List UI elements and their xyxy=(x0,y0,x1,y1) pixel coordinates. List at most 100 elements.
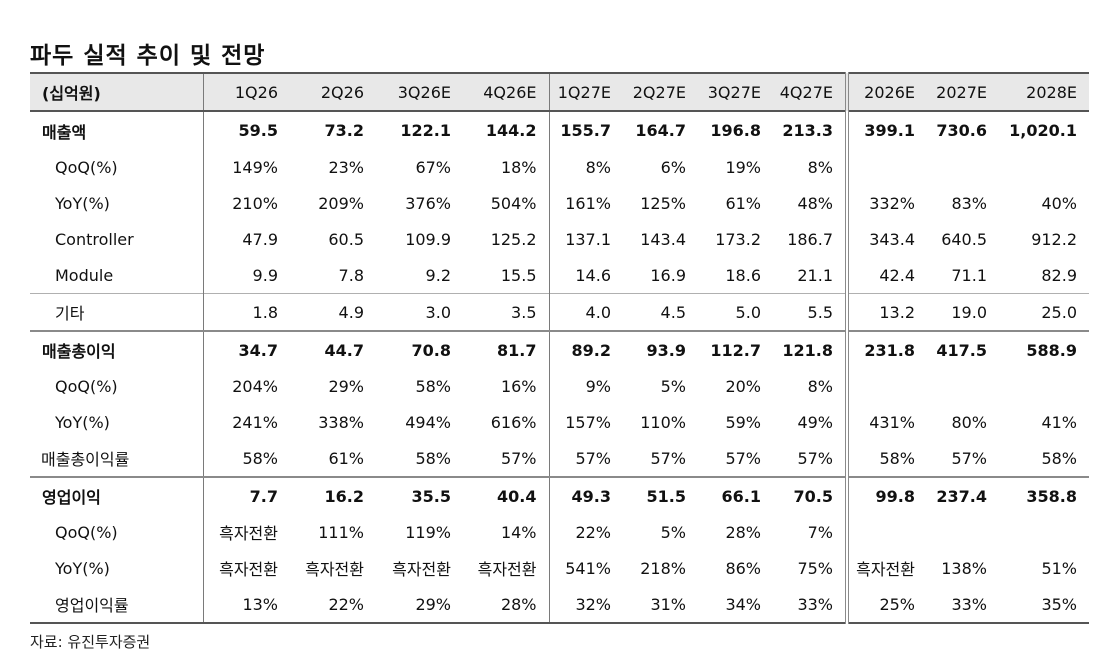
table-row: QoQ(%) 149% 23% 67% 18% 8% 6% 19% 8% xyxy=(30,149,1089,185)
table-cell: 7.8 xyxy=(338,265,364,285)
table-cell: 210% xyxy=(232,193,278,213)
table-cell: 5% xyxy=(660,522,686,542)
table-cell: 431% xyxy=(869,412,915,432)
table-cell: 4.0 xyxy=(549,293,623,331)
table-cell: 67% xyxy=(415,157,451,177)
table-cell: 209% xyxy=(318,193,364,213)
table-cell: 42.4 xyxy=(879,265,915,285)
table-cell: 7.7 xyxy=(203,476,290,514)
table-cell: 399.1 xyxy=(864,121,915,140)
table-cell: 912.2 xyxy=(1031,229,1077,249)
table-cell: 34.7 xyxy=(203,330,290,368)
table-cell: 588.9 xyxy=(999,330,1089,368)
table-cell: 48% xyxy=(773,185,849,221)
table-cell: 흑자전환 xyxy=(392,560,451,579)
table-cell: 47.9 xyxy=(242,229,278,249)
table-cell: 57% xyxy=(463,440,550,477)
table-cell: 417.5 xyxy=(927,330,999,368)
table-row: Module 9.9 7.8 9.2 15.5 14.6 16.9 18.6 21.1 42.4 7… xyxy=(30,257,1089,294)
table-cell: 13.2 xyxy=(847,293,927,331)
column-header: 2026E xyxy=(847,72,927,112)
table-cell: 흑자전환 xyxy=(856,560,915,579)
table-cell: 49% xyxy=(773,404,849,440)
table-cell: 18.6 xyxy=(725,265,761,285)
table-cell: 57% xyxy=(650,448,686,468)
table-cell xyxy=(927,514,999,550)
table-cell: 58% xyxy=(879,448,915,468)
table-cell: 40.4 xyxy=(463,476,550,514)
table-cell: 49.3 xyxy=(549,476,623,514)
row-label: 매출총이익률 xyxy=(30,440,204,477)
row-label: Module xyxy=(30,257,204,294)
table-cell: 57% xyxy=(773,440,849,477)
table-cell: 3.0 xyxy=(376,293,463,331)
table-cell: 6% xyxy=(660,157,686,177)
table-cell: 57% xyxy=(575,448,611,468)
table-cell: 173.2 xyxy=(715,229,761,249)
table-cell: 71.1 xyxy=(951,265,987,285)
table-cell: 7% xyxy=(773,514,849,550)
table-cell: 338% xyxy=(318,412,364,432)
column-header: 2027E xyxy=(927,72,999,112)
financial-table: (십억원) 1Q26 2Q26 3Q26E 4Q26E 1Q27E 2Q27E … xyxy=(30,72,1089,624)
table-cell: 494% xyxy=(405,412,451,432)
table-cell: 137.1 xyxy=(565,229,611,249)
column-header: 4Q26E xyxy=(463,72,550,112)
table-cell: 149% xyxy=(232,157,278,177)
table-cell xyxy=(927,368,999,404)
table-cell: 144.2 xyxy=(463,111,550,149)
table-cell: 376% xyxy=(405,193,451,213)
table-cell: 35% xyxy=(999,586,1089,624)
table-cell: 231.8 xyxy=(847,330,927,368)
table-cell: 58% xyxy=(415,448,451,468)
table-cell: 4.9 xyxy=(290,293,376,331)
table-cell: 218% xyxy=(640,558,686,578)
table-cell: 59% xyxy=(725,412,761,432)
table-cell: 33% xyxy=(773,586,849,624)
table-cell: 186.7 xyxy=(773,221,849,257)
table-cell: 33% xyxy=(927,586,999,624)
row-label: 영업이익률 xyxy=(30,586,204,624)
table-cell: 흑자전환 xyxy=(219,560,278,579)
unit-label: (십억원) xyxy=(30,72,204,112)
table-cell: 14% xyxy=(463,514,550,550)
table-cell: 22% xyxy=(290,586,376,624)
table-cell: 109.9 xyxy=(405,229,451,249)
table-cell: 58% xyxy=(242,448,278,468)
table-cell: 59.5 xyxy=(238,121,278,140)
table-cell: 93.9 xyxy=(623,330,698,368)
table-cell: 122.1 xyxy=(400,121,451,140)
table-cell xyxy=(999,368,1089,404)
table-cell: 80% xyxy=(951,412,987,432)
table-cell: 18% xyxy=(463,149,550,185)
row-label: 영업이익 xyxy=(30,476,204,514)
table-cell: 138% xyxy=(941,558,987,578)
table-cell: 82.9 xyxy=(1041,265,1077,285)
table-cell: 28% xyxy=(463,586,550,624)
table-cell: 60.5 xyxy=(328,229,364,249)
table-cell: 16% xyxy=(463,368,550,404)
row-label: YoY(%) xyxy=(30,404,204,440)
table-cell: 20% xyxy=(725,376,761,396)
table-cell: 4.5 xyxy=(623,293,698,331)
row-label: YoY(%) xyxy=(30,550,204,586)
table-row: 매출총이익 34.7 44.7 70.8 81.7 89.2 93.9 112.7 121.8 2… xyxy=(30,330,1089,368)
table-row: YoY(%) 241% 338% 494% 616% 157% 110% 59% 49% 431%… xyxy=(30,404,1089,440)
table-cell: 57% xyxy=(725,448,761,468)
table-cell: 1.8 xyxy=(203,293,290,331)
table-cell: 58% xyxy=(415,376,451,396)
table-cell: 161% xyxy=(565,193,611,213)
table-cell xyxy=(999,149,1089,185)
header-row: (십억원) 1Q26 2Q26 3Q26E 4Q26E 1Q27E 2Q27E … xyxy=(30,72,1089,112)
table-cell: 16.9 xyxy=(650,265,686,285)
table-cell xyxy=(847,368,927,404)
table-cell: 125% xyxy=(640,193,686,213)
table-cell: 155.7 xyxy=(560,121,611,140)
row-label: Controller xyxy=(30,221,204,257)
table-cell: 541% xyxy=(565,558,611,578)
table-cell: 70.5 xyxy=(773,476,849,514)
table-cell: 343.4 xyxy=(869,229,915,249)
table-cell: 241% xyxy=(232,412,278,432)
table-cell: 흑자전환 xyxy=(463,550,550,586)
table-cell: 9.9 xyxy=(252,265,278,285)
